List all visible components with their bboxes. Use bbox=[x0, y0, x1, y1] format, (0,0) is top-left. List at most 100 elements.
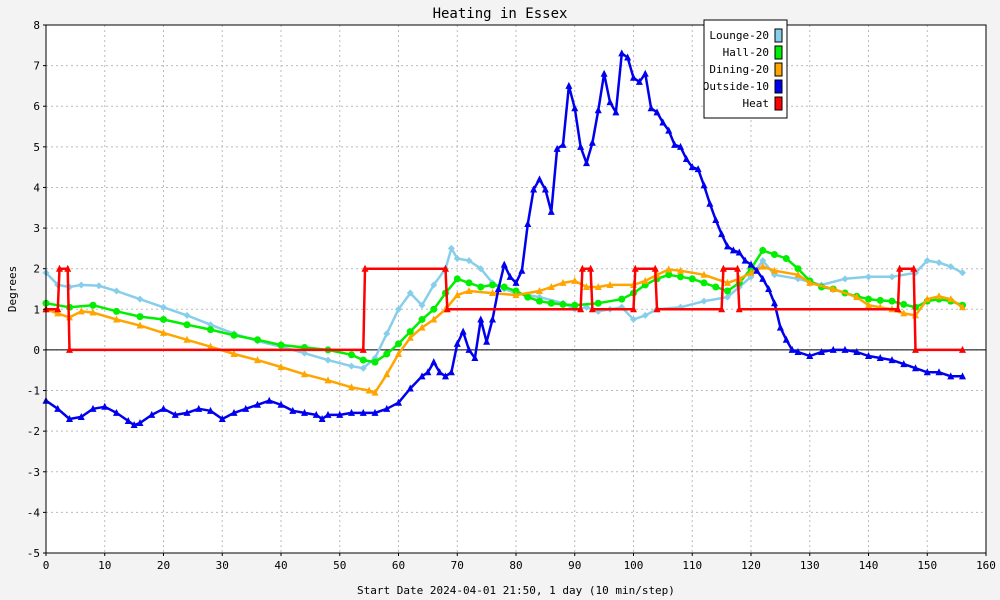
data-point-outside-10 bbox=[741, 256, 749, 264]
data-point-outside-10 bbox=[641, 69, 649, 77]
data-point-outside-10 bbox=[876, 354, 884, 362]
legend-label: Hall-20 bbox=[723, 46, 769, 59]
data-point-hall-20 bbox=[536, 297, 543, 305]
x-tick-label: 150 bbox=[917, 559, 937, 572]
data-point-outside-10 bbox=[706, 199, 714, 207]
data-point-outside-10 bbox=[89, 404, 97, 412]
data-point-outside-10 bbox=[600, 69, 608, 77]
data-point-outside-10 bbox=[841, 345, 849, 353]
series-heat bbox=[42, 264, 966, 353]
data-point-heat bbox=[719, 264, 727, 272]
data-point-outside-10 bbox=[395, 398, 402, 406]
data-point-lounge-20 bbox=[923, 257, 931, 265]
data-point-hall-20 bbox=[876, 296, 884, 304]
data-point-hall-20 bbox=[418, 315, 426, 323]
data-point-outside-10 bbox=[900, 360, 908, 368]
data-point-outside-10 bbox=[583, 159, 590, 167]
data-point-outside-10 bbox=[524, 220, 532, 228]
data-point-heat bbox=[361, 264, 369, 272]
data-point-dining-20 bbox=[324, 376, 332, 384]
data-point-outside-10 bbox=[494, 285, 502, 292]
data-point-heat bbox=[64, 264, 72, 272]
x-tick-label: 110 bbox=[682, 559, 702, 572]
data-point-heat bbox=[630, 305, 637, 313]
data-point-outside-10 bbox=[436, 368, 444, 376]
legend-swatch bbox=[774, 79, 783, 94]
data-point-outside-10 bbox=[759, 274, 767, 282]
series-outside-10 bbox=[42, 49, 966, 429]
data-point-dining-20 bbox=[771, 266, 778, 274]
data-point-hall-20 bbox=[759, 246, 767, 254]
data-point-outside-10 bbox=[565, 81, 573, 89]
x-tick-label: 130 bbox=[800, 559, 820, 572]
data-point-outside-10 bbox=[724, 242, 731, 250]
data-point-dining-20 bbox=[465, 287, 473, 295]
data-point-outside-10 bbox=[547, 207, 555, 215]
data-point-outside-10 bbox=[923, 368, 931, 376]
data-point-hall-20 bbox=[160, 315, 167, 323]
data-point-dining-20 bbox=[547, 282, 555, 290]
data-point-heat bbox=[894, 305, 902, 313]
data-point-dining-20 bbox=[113, 315, 120, 323]
data-point-outside-10 bbox=[688, 163, 696, 171]
data-point-outside-10 bbox=[483, 337, 491, 345]
data-point-hall-20 bbox=[594, 299, 602, 307]
data-point-lounge-20 bbox=[888, 273, 896, 281]
data-point-outside-10 bbox=[124, 417, 132, 424]
data-point-heat bbox=[442, 264, 449, 272]
x-tick-label: 20 bbox=[157, 559, 170, 572]
y-tick-label: -1 bbox=[27, 385, 40, 398]
data-point-dining-20 bbox=[371, 388, 379, 396]
data-point-hall-20 bbox=[254, 336, 261, 344]
data-point-lounge-20 bbox=[301, 349, 308, 357]
data-point-heat bbox=[443, 305, 451, 313]
grid bbox=[45, 24, 987, 554]
data-point-lounge-20 bbox=[865, 273, 872, 281]
data-point-dining-20 bbox=[747, 268, 755, 276]
data-point-hall-20 bbox=[618, 295, 626, 303]
data-point-dining-20 bbox=[594, 282, 602, 290]
y-tick-label: 7 bbox=[33, 60, 40, 73]
y-tick-label: 1 bbox=[33, 303, 40, 316]
data-point-outside-10 bbox=[130, 421, 138, 429]
legend-box bbox=[703, 19, 788, 119]
data-point-outside-10 bbox=[935, 368, 943, 376]
data-point-heat bbox=[653, 305, 661, 313]
data-point-hall-20 bbox=[371, 358, 379, 366]
data-point-hall-20 bbox=[688, 275, 696, 283]
data-point-outside-10 bbox=[606, 98, 614, 106]
data-point-lounge-20 bbox=[348, 362, 355, 370]
data-point-dining-20 bbox=[794, 270, 802, 278]
data-point-lounge-20 bbox=[453, 255, 461, 263]
data-point-outside-10 bbox=[148, 410, 156, 418]
data-point-dining-20 bbox=[160, 328, 167, 336]
data-point-outside-10 bbox=[359, 408, 367, 416]
data-point-heat bbox=[733, 264, 741, 272]
data-point-outside-10 bbox=[765, 285, 773, 292]
data-point-outside-10 bbox=[618, 49, 626, 57]
data-point-dining-20 bbox=[348, 383, 355, 391]
data-point-lounge-20 bbox=[947, 263, 955, 271]
data-point-hall-20 bbox=[712, 283, 720, 291]
data-point-outside-10 bbox=[788, 345, 796, 353]
data-point-dining-20 bbox=[383, 370, 391, 378]
data-point-dining-20 bbox=[900, 309, 908, 317]
y-axis-label: Degrees bbox=[6, 266, 19, 312]
data-point-lounge-20 bbox=[136, 295, 144, 303]
data-point-lounge-20 bbox=[700, 297, 708, 305]
data-point-outside-10 bbox=[500, 260, 508, 268]
y-tick-label: 3 bbox=[33, 222, 40, 235]
data-point-heat bbox=[587, 264, 595, 272]
data-point-outside-10 bbox=[853, 347, 861, 355]
data-point-dining-20 bbox=[512, 291, 520, 299]
data-point-outside-10 bbox=[829, 345, 837, 353]
data-point-outside-10 bbox=[160, 404, 167, 412]
data-point-lounge-20 bbox=[183, 311, 191, 319]
legend-label: Lounge-20 bbox=[709, 29, 769, 42]
data-point-lounge-20 bbox=[383, 330, 391, 338]
data-point-heat bbox=[735, 305, 743, 313]
data-point-dining-20 bbox=[959, 303, 966, 311]
data-point-heat bbox=[959, 345, 966, 353]
data-point-lounge-20 bbox=[207, 321, 214, 329]
data-point-outside-10 bbox=[818, 347, 825, 355]
